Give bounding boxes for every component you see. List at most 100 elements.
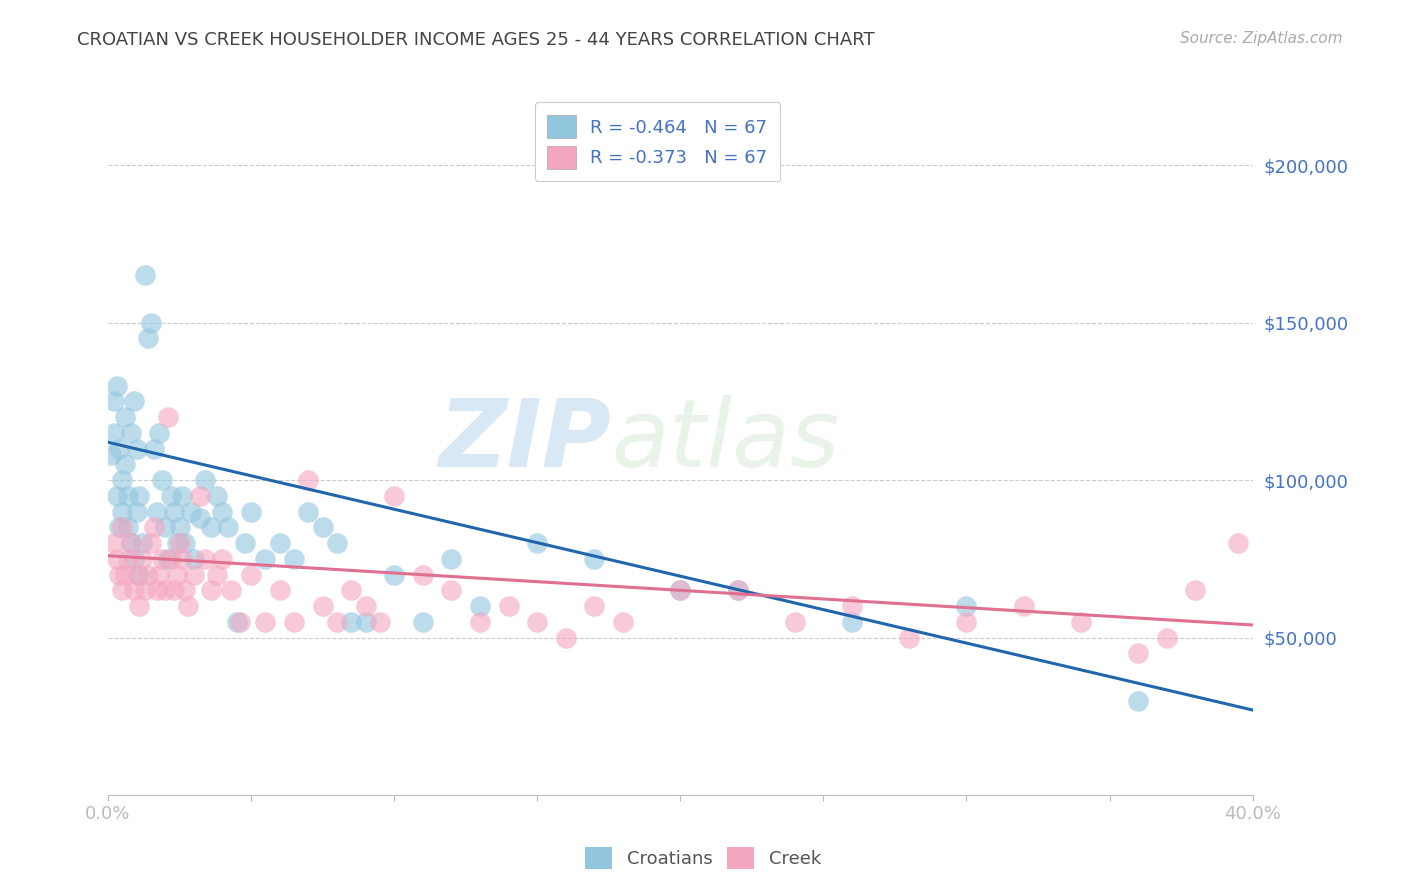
- Text: atlas: atlas: [612, 395, 839, 486]
- Point: [160, 489, 183, 503]
- Point: [228, 615, 250, 629]
- Point: [1126, 646, 1149, 660]
- Text: ZIP: ZIP: [439, 395, 612, 487]
- Point: [163, 583, 186, 598]
- Point: [1126, 693, 1149, 707]
- Point: [160, 551, 183, 566]
- Point: [155, 520, 177, 534]
- Point: [122, 394, 145, 409]
- Point: [1184, 583, 1206, 598]
- Text: CROATIAN VS CREEK HOUSEHOLDER INCOME AGES 25 - 44 YEARS CORRELATION CHART: CROATIAN VS CREEK HOUSEHOLDER INCOME AGE…: [77, 31, 875, 49]
- Point: [554, 631, 576, 645]
- Legend: Croatians, Creek: Croatians, Creek: [578, 839, 828, 876]
- Text: Source: ZipAtlas.com: Source: ZipAtlas.com: [1180, 31, 1343, 46]
- Point: [194, 551, 217, 566]
- Point: [150, 473, 173, 487]
- Point: [125, 567, 148, 582]
- Point: [354, 599, 377, 613]
- Point: [200, 520, 222, 534]
- Point: [194, 473, 217, 487]
- Point: [283, 551, 305, 566]
- Point: [100, 448, 122, 462]
- Point: [219, 583, 242, 598]
- Point: [134, 268, 156, 283]
- Point: [669, 583, 692, 598]
- Point: [172, 551, 194, 566]
- Point: [205, 489, 228, 503]
- Point: [174, 536, 197, 550]
- Point: [142, 520, 165, 534]
- Point: [105, 551, 128, 566]
- Point: [131, 551, 153, 566]
- Point: [157, 551, 180, 566]
- Point: [150, 551, 173, 566]
- Point: [311, 520, 333, 534]
- Point: [311, 599, 333, 613]
- Point: [955, 615, 977, 629]
- Point: [382, 489, 405, 503]
- Point: [136, 567, 159, 582]
- Point: [727, 583, 749, 598]
- Point: [105, 489, 128, 503]
- Point: [240, 505, 263, 519]
- Point: [148, 567, 170, 582]
- Point: [166, 567, 188, 582]
- Point: [103, 394, 125, 409]
- Point: [120, 536, 142, 550]
- Point: [166, 536, 188, 550]
- Point: [169, 536, 191, 550]
- Point: [240, 567, 263, 582]
- Point: [468, 599, 491, 613]
- Point: [783, 615, 806, 629]
- Point: [117, 520, 139, 534]
- Point: [354, 615, 377, 629]
- Point: [326, 615, 349, 629]
- Point: [142, 442, 165, 456]
- Point: [1227, 536, 1250, 550]
- Point: [583, 599, 606, 613]
- Point: [177, 599, 200, 613]
- Point: [145, 505, 167, 519]
- Point: [157, 410, 180, 425]
- Point: [440, 551, 463, 566]
- Point: [368, 615, 391, 629]
- Point: [468, 615, 491, 629]
- Point: [114, 410, 136, 425]
- Point: [297, 505, 319, 519]
- Point: [211, 505, 233, 519]
- Point: [412, 615, 434, 629]
- Point: [111, 520, 134, 534]
- Point: [205, 567, 228, 582]
- Point: [841, 615, 863, 629]
- Point: [114, 458, 136, 472]
- Point: [120, 425, 142, 440]
- Point: [340, 583, 363, 598]
- Point: [103, 425, 125, 440]
- Point: [117, 489, 139, 503]
- Point: [128, 599, 150, 613]
- Point: [1070, 615, 1092, 629]
- Point: [254, 551, 277, 566]
- Point: [120, 536, 142, 550]
- Point: [128, 489, 150, 503]
- Point: [297, 473, 319, 487]
- Point: [108, 567, 131, 582]
- Point: [841, 599, 863, 613]
- Point: [583, 551, 606, 566]
- Point: [111, 473, 134, 487]
- Point: [122, 583, 145, 598]
- Point: [1012, 599, 1035, 613]
- Point: [180, 505, 202, 519]
- Point: [188, 489, 211, 503]
- Point: [114, 567, 136, 582]
- Point: [125, 442, 148, 456]
- Point: [225, 615, 247, 629]
- Point: [145, 583, 167, 598]
- Point: [103, 536, 125, 550]
- Point: [526, 615, 548, 629]
- Point: [1156, 631, 1178, 645]
- Point: [111, 583, 134, 598]
- Point: [183, 567, 205, 582]
- Point: [169, 520, 191, 534]
- Point: [200, 583, 222, 598]
